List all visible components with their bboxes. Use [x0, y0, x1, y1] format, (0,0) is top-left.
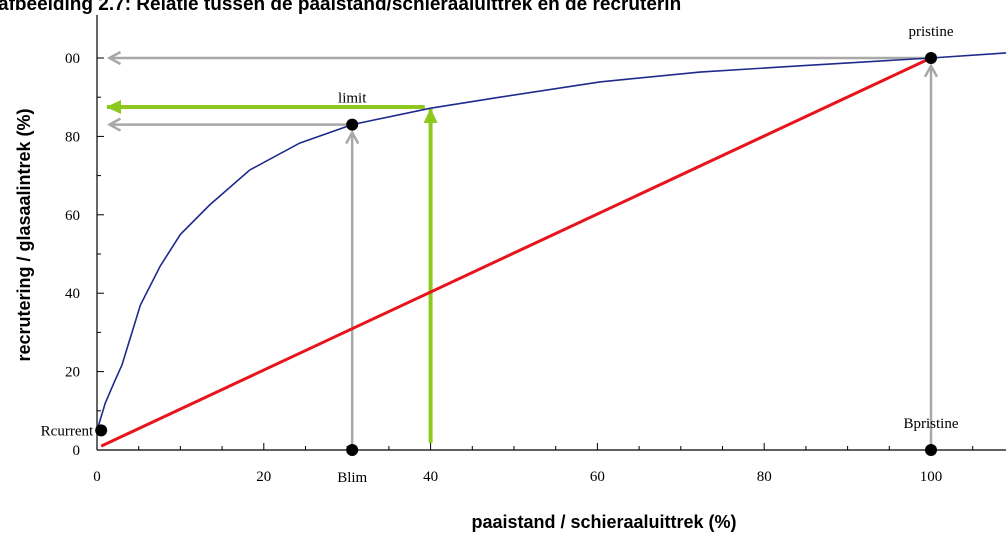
y-tick-label: 20	[65, 365, 80, 381]
x-tick-label: 80	[757, 469, 772, 485]
point	[346, 118, 359, 131]
chart-title: afbeelding 2.7: Relatie tussen de paaist…	[0, 0, 681, 15]
point	[346, 444, 359, 456]
x-tick-label: 40	[423, 469, 438, 485]
y-tick-label: 60	[65, 208, 80, 224]
point-label: limit	[338, 91, 367, 107]
x-axis-label: paaistand / schieraaluittrek (%)	[471, 512, 736, 532]
line	[96, 52, 1007, 431]
y-tick-label: 00	[65, 51, 80, 67]
x-tick-label: 0	[93, 469, 101, 485]
y-tick-label: 0	[73, 443, 81, 459]
point-label: Rcurrent	[41, 423, 94, 439]
point-label: pristine	[909, 24, 954, 40]
y-tick-label: 80	[65, 129, 80, 145]
point	[95, 424, 108, 437]
line	[100, 56, 932, 448]
x-tick-label: 100	[920, 469, 943, 485]
point-label: Bpristine	[904, 416, 959, 432]
x-tick-label: 60	[590, 469, 605, 485]
x-tick-label: 20	[256, 469, 271, 485]
y-tick-label: 40	[65, 286, 80, 302]
point-label: Blim	[337, 470, 367, 486]
point	[925, 52, 937, 64]
y-axis-label: recrutering / glasaalintrek (%)	[14, 108, 34, 361]
point	[925, 444, 937, 456]
